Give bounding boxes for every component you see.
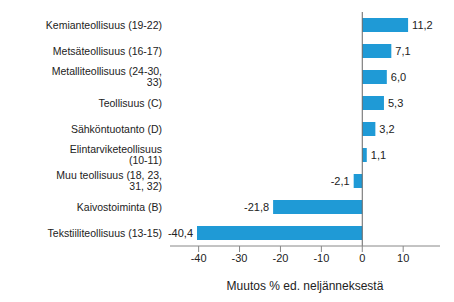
svg-text:-10: -10 (313, 252, 329, 264)
svg-text:Kaivostoiminta (B): Kaivostoiminta (B) (77, 201, 162, 213)
svg-text:-30: -30 (232, 252, 248, 264)
svg-text:Muu teollisuus (18, 23,31, 32): Muu teollisuus (18, 23,31, 32) (56, 169, 162, 192)
svg-text:6,0: 6,0 (391, 71, 406, 83)
svg-text:7,1: 7,1 (395, 45, 410, 57)
svg-text:-2,1: -2,1 (331, 175, 350, 187)
svg-text:Muutos % ed. neljänneksestä: Muutos % ed. neljänneksestä (227, 279, 384, 293)
svg-text:Sähköntuotanto (D): Sähköntuotanto (D) (71, 123, 162, 135)
svg-text:Elintarviketeollisuus(10-11): Elintarviketeollisuus(10-11) (70, 143, 162, 166)
svg-text:-21,8: -21,8 (244, 201, 269, 213)
svg-text:5,3: 5,3 (388, 97, 403, 109)
svg-text:0: 0 (359, 252, 365, 264)
svg-text:-40,4: -40,4 (168, 227, 193, 239)
svg-text:Tekstiiliteollisuus (13-15): Tekstiiliteollisuus (13-15) (48, 227, 162, 239)
svg-text:1,1: 1,1 (371, 149, 386, 161)
svg-text:Teollisuus (C): Teollisuus (C) (98, 97, 162, 109)
svg-text:Metalliteollisuus (24-30,33): Metalliteollisuus (24-30,33) (52, 65, 162, 88)
svg-text:-20: -20 (273, 252, 289, 264)
svg-text:11,2: 11,2 (412, 19, 433, 31)
svg-text:-40: -40 (191, 252, 207, 264)
svg-text:Metsäteollisuus (16-17): Metsäteollisuus (16-17) (53, 45, 162, 57)
svg-text:3,2: 3,2 (379, 123, 394, 135)
svg-text:Kemianteollisuus (19-22): Kemianteollisuus (19-22) (46, 19, 162, 31)
svg-text:10: 10 (397, 252, 409, 264)
